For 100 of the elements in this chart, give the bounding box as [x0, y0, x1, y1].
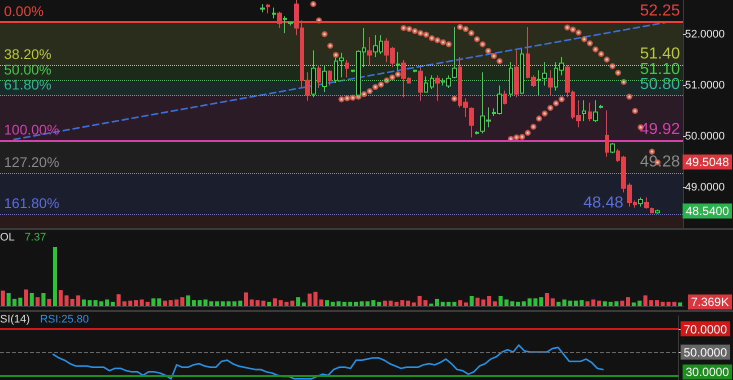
- point: [361, 91, 368, 98]
- point: [592, 46, 599, 52]
- point: [496, 58, 503, 64]
- text: 48.5400: [686, 204, 730, 218]
- point: [310, 1, 316, 8]
- point: [423, 32, 430, 38]
- point: [586, 40, 593, 46]
- point: [406, 26, 412, 32]
- point: [446, 41, 452, 48]
- point: [327, 42, 334, 49]
- bar: [110, 302, 115, 306]
- point: [490, 52, 497, 59]
- point: [428, 35, 435, 42]
- point: [581, 36, 588, 42]
- bar: [470, 296, 474, 306]
- bar: [267, 302, 272, 306]
- candlestick: [650, 207, 654, 214]
- point: [372, 84, 378, 90]
- candlestick: [396, 51, 400, 71]
- point: [378, 81, 384, 88]
- candlestick: [644, 196, 649, 210]
- point: [434, 37, 440, 44]
- bar: [6, 293, 11, 306]
- point: [440, 39, 446, 46]
- candlestick: [413, 70, 417, 73]
- candlestick: [266, 4, 270, 14]
- bar: [244, 292, 248, 306]
- bar: [423, 300, 428, 306]
- bar: [180, 297, 184, 306]
- y-tick-label: 49.0000: [685, 181, 725, 194]
- point: [542, 110, 548, 116]
- bar: [47, 298, 52, 306]
- candlestick: [367, 36, 372, 66]
- bar: [492, 301, 497, 306]
- ref-line-label: 50.80: [640, 76, 680, 94]
- candlestick: [503, 90, 507, 105]
- point: [400, 24, 407, 31]
- ref-line-label: 52.25: [640, 2, 680, 20]
- text: 49.5048: [686, 155, 730, 169]
- candlestick: [277, 11, 282, 28]
- bar: [290, 300, 294, 306]
- chart-title: SI(14): [0, 314, 30, 326]
- bar: [186, 295, 190, 306]
- candlestick: [475, 130, 479, 135]
- bar: [24, 289, 28, 306]
- y-tick-label: 52.0000: [685, 28, 725, 41]
- candlestick: [582, 100, 586, 122]
- candlestick: [328, 70, 332, 86]
- candlestick: [588, 102, 592, 122]
- point: [462, 26, 469, 32]
- ref-line-label: 49.28: [640, 154, 680, 171]
- candlestick: [317, 64, 321, 89]
- point: [322, 31, 328, 38]
- y-tick-label: 51.0000: [685, 80, 725, 92]
- point: [485, 48, 492, 54]
- bar: [116, 294, 121, 306]
- candlestick: [638, 196, 643, 208]
- bar: [308, 294, 312, 306]
- candlestick: [435, 74, 440, 102]
- point: [394, 71, 401, 78]
- point: [530, 124, 536, 130]
- bar: [325, 300, 330, 306]
- candlestick: [599, 104, 603, 109]
- point: [570, 26, 576, 33]
- candlestick: [272, 7, 276, 19]
- point: [513, 134, 520, 140]
- bar: [498, 296, 503, 306]
- bar: [302, 302, 306, 306]
- text: 7.369K: [690, 295, 729, 309]
- point: [648, 148, 655, 155]
- bar: [585, 301, 590, 306]
- y-tick-label: 50.0000: [684, 346, 728, 360]
- bar: [672, 302, 676, 306]
- point: [553, 100, 559, 106]
- ref-line-label: 30.0000: [686, 365, 730, 379]
- point: [412, 28, 418, 34]
- bar: [458, 300, 462, 306]
- ref-line-label: 48.48: [583, 194, 624, 212]
- point: [632, 108, 638, 114]
- line-series: [52, 344, 604, 380]
- ref-line-label: 49.92: [640, 120, 680, 138]
- annotation: 61.80%: [4, 76, 52, 93]
- annotation: RSI:25.80: [40, 314, 89, 326]
- annotation: 100.00%: [4, 121, 60, 138]
- chart-title: OL: [0, 232, 15, 244]
- candlestick: [548, 70, 553, 96]
- bar: [464, 302, 468, 306]
- point: [576, 30, 582, 36]
- candlestick: [655, 209, 660, 214]
- point: [558, 96, 565, 102]
- bar: [475, 298, 480, 306]
- text: 7.37: [24, 232, 46, 244]
- point: [418, 30, 424, 36]
- annotation: 161.80%: [4, 194, 60, 211]
- point: [350, 94, 356, 101]
- bar: [30, 293, 34, 306]
- point: [389, 74, 396, 80]
- annotation: 50.00%: [4, 61, 52, 78]
- bar: [556, 302, 561, 306]
- point: [366, 88, 373, 94]
